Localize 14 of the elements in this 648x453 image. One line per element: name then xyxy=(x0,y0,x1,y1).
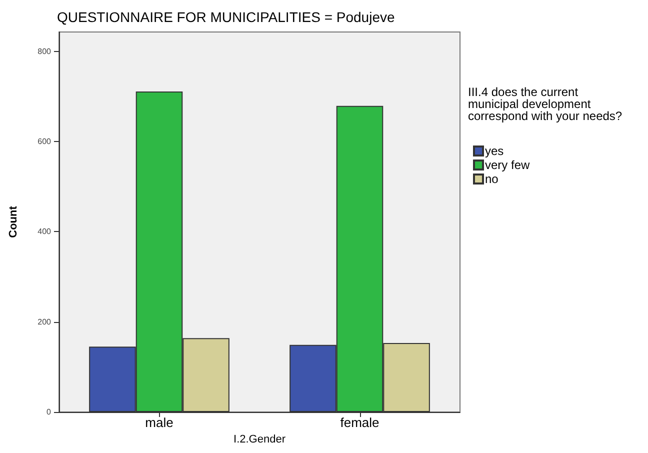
x-axis-title: I.2.Gender xyxy=(234,434,286,446)
y-tick-label: 800 xyxy=(38,46,52,56)
chart-title: QUESTIONNAIRE FOR MUNICIPALITIES = Podujeve xyxy=(57,9,395,25)
x-tick-label: male xyxy=(145,415,174,430)
legend-label: very few xyxy=(485,158,530,172)
y-axis-title: Count xyxy=(8,206,20,238)
y-tick-label: 600 xyxy=(38,137,52,146)
y-tick-label: 200 xyxy=(38,317,52,326)
legend-label: no xyxy=(485,172,499,186)
x-tick-label: female xyxy=(340,415,380,430)
legend-label: yes xyxy=(485,144,504,158)
y-tick-label: 0 xyxy=(46,408,52,416)
y-tick-label: 400 xyxy=(38,227,52,236)
legend-title: III.4 does the current municipal development correspond with your needs? xyxy=(468,85,622,123)
